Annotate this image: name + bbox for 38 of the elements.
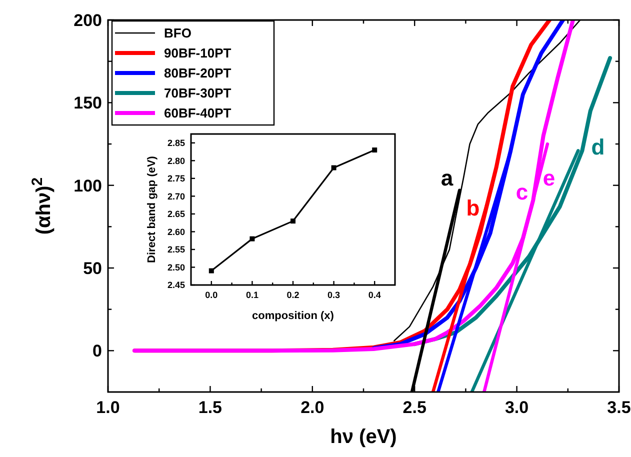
y-tick-label: 2.70: [167, 191, 185, 202]
x-tick-label: 2.0: [300, 398, 324, 417]
annotation: c: [516, 180, 528, 205]
y-axis-title: Direct band gap (eV): [146, 156, 158, 263]
x-tick-label: 3.5: [607, 398, 631, 417]
y-tick-label: 0: [92, 342, 102, 361]
annotation: b: [466, 196, 480, 221]
y-tick-label: 100: [74, 176, 102, 196]
x-tick-label: 1.5: [198, 398, 222, 417]
legend-label: BFO: [164, 26, 192, 41]
y-tick-label: 2.80: [167, 156, 185, 166]
x-tick-label: 0.4: [368, 290, 381, 300]
y-tick-label: 2.45: [167, 280, 185, 290]
y-tick-label: 50: [83, 258, 102, 278]
y-tick-label: 2.60: [167, 226, 185, 237]
annotation: d: [591, 134, 605, 160]
y-tick-label: 2.65: [167, 209, 185, 220]
x-tick-label: 3.0: [504, 398, 529, 417]
x-tick-label: 0.3: [328, 290, 340, 300]
legend-label: 90BF-10PT: [164, 46, 232, 61]
legend-label: 70BF-30PT: [164, 86, 232, 101]
x-axis-title: composition (x): [252, 310, 334, 322]
x-tick-label: 2.5: [402, 398, 426, 417]
annotation: a: [440, 166, 454, 191]
y-tick-label: 2.85: [167, 138, 185, 148]
x-tick-label: 0.1: [246, 290, 258, 300]
y-tick-label: 2.50: [167, 262, 185, 272]
y-tick-label: 2.55: [167, 244, 185, 255]
y-tick-label: 2.75: [167, 174, 185, 184]
x-axis-title: hν (eV): [330, 426, 397, 448]
y-tick-label: 150: [74, 94, 102, 113]
x-tick-label: 0.0: [205, 290, 218, 300]
legend-label: 60BF-40PT: [164, 106, 232, 121]
annotation: e: [542, 166, 556, 191]
legend-label: 80BF-20PT: [164, 66, 232, 81]
x-tick-label: 0.2: [286, 290, 300, 300]
y-tick-label: 200: [74, 10, 102, 30]
x-tick-label: 1.0: [96, 398, 120, 417]
